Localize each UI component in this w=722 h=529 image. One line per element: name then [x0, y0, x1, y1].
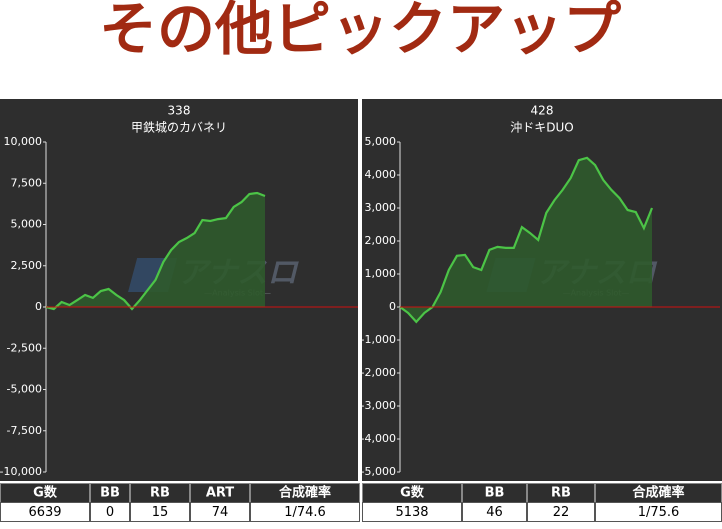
- y-tick-label: 7,500: [11, 176, 43, 189]
- table-header: ART: [206, 486, 234, 501]
- table-cell: [362, 502, 462, 522]
- y-tick-label: 0: [35, 300, 42, 313]
- table-header: G数: [400, 485, 425, 501]
- table-header: 合成確率: [632, 485, 684, 501]
- panel-divider: [358, 99, 362, 481]
- chart-subtitle: 沖ドキDUO: [510, 121, 573, 135]
- y-tick-label: 3,000: [365, 201, 397, 214]
- table-header: RB: [150, 486, 170, 501]
- y-tick-label: 0: [389, 300, 396, 313]
- y-tick-label: -5,000: [361, 465, 396, 478]
- table-cell: [190, 502, 250, 522]
- page-title: その他ピックアップ: [99, 0, 621, 63]
- y-tick-label: 4,000: [365, 168, 397, 181]
- table-cell: [527, 502, 595, 522]
- table-cell: [90, 502, 130, 522]
- table-header: G数: [33, 485, 58, 501]
- table-cell: [130, 502, 190, 522]
- table-value: 1/74.6: [284, 505, 326, 520]
- y-tick-label: -10,000: [0, 465, 42, 478]
- table-cell: [0, 502, 90, 522]
- table-header: 合成確率: [279, 485, 331, 501]
- table-value: 22: [553, 505, 570, 520]
- table-value: 0: [106, 505, 114, 520]
- y-tick-label: 10,000: [4, 135, 43, 148]
- y-tick-label: -3,000: [361, 399, 396, 412]
- y-tick-label: 5,000: [11, 218, 43, 231]
- chart-title: 428: [531, 104, 554, 118]
- table-header: RB: [551, 486, 571, 501]
- table-value: 15: [152, 505, 169, 520]
- table-header: BB: [485, 486, 505, 501]
- y-tick-label: 2,000: [365, 234, 397, 247]
- table-cell: [462, 502, 527, 522]
- table-header: BB: [100, 486, 120, 501]
- y-tick-label: -4,000: [361, 432, 396, 445]
- y-tick-label: -7,500: [7, 424, 42, 437]
- area-fill: [400, 157, 652, 322]
- table-value: 46: [486, 505, 503, 520]
- y-tick-label: -1,000: [361, 333, 396, 346]
- line: [45, 191, 266, 311]
- y-tick-label: 5,000: [365, 135, 397, 148]
- y-tick-label: -5,000: [7, 383, 42, 396]
- line: [399, 156, 654, 324]
- y-tick-label: 1,000: [365, 267, 397, 280]
- table-value: 74: [212, 505, 229, 520]
- table-value: 1/75.6: [638, 505, 680, 520]
- y-tick-label: -2,500: [7, 341, 42, 354]
- y-tick-label: 2,500: [11, 259, 43, 272]
- chart-subtitle: 甲鉄城のカバネリ: [131, 120, 227, 135]
- table-value: 5138: [395, 505, 428, 520]
- chart-title: 338: [168, 104, 191, 118]
- y-tick-label: -2,000: [361, 366, 396, 379]
- table-cell: [250, 502, 360, 522]
- table-value: 6639: [28, 505, 61, 520]
